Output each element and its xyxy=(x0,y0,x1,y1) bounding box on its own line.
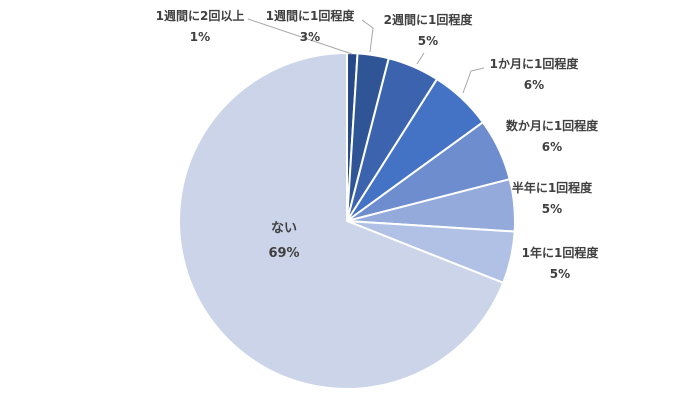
leader-line-0 xyxy=(247,18,353,55)
slice-label-text: ない xyxy=(270,221,297,236)
slice-percent: 6% xyxy=(541,139,563,154)
slice-label-none: ない 69% xyxy=(268,221,300,262)
slice-label-half-year: 半年に1回程度 5% xyxy=(511,181,593,217)
slice-percent: 5% xyxy=(541,201,563,216)
slice-label-weekly2plus: 1週間に2回以上 1% xyxy=(155,9,245,45)
slice-label-text: 1か月に1回程度 xyxy=(489,57,579,71)
slice-label-biweekly: 2週間に1回程度 5% xyxy=(383,13,473,49)
slice-label-text: 1週間に1回程度 xyxy=(265,9,355,23)
slice-percent: 69% xyxy=(268,245,300,261)
slice-label-text: 1年に1回程度 xyxy=(521,246,599,260)
slice-percent: 5% xyxy=(417,33,439,48)
slice-percent: 3% xyxy=(299,29,321,44)
slice-label-text: 2週間に1回程度 xyxy=(383,13,473,27)
leader-line-2 xyxy=(416,52,425,65)
slice-label-text: 1週間に2回以上 xyxy=(155,9,245,23)
slice-label-weekly1: 1週間に1回程度 3% xyxy=(265,9,355,45)
slice-label-text: 半年に1回程度 xyxy=(511,181,593,195)
slice-label-yearly: 1年に1回程度 5% xyxy=(521,246,599,282)
slice-label-text: 数か月に1回程度 xyxy=(505,119,599,133)
slice-percent: 6% xyxy=(523,77,545,92)
slice-label-few-months: 数か月に1回程度 6% xyxy=(505,119,599,155)
leader-line-3 xyxy=(462,67,485,94)
slice-percent: 5% xyxy=(549,266,571,281)
leader-line-1 xyxy=(361,19,374,53)
slice-percent: 1% xyxy=(189,29,211,44)
slice-label-monthly: 1か月に1回程度 6% xyxy=(489,57,579,93)
pie-slice-7 xyxy=(178,52,505,390)
